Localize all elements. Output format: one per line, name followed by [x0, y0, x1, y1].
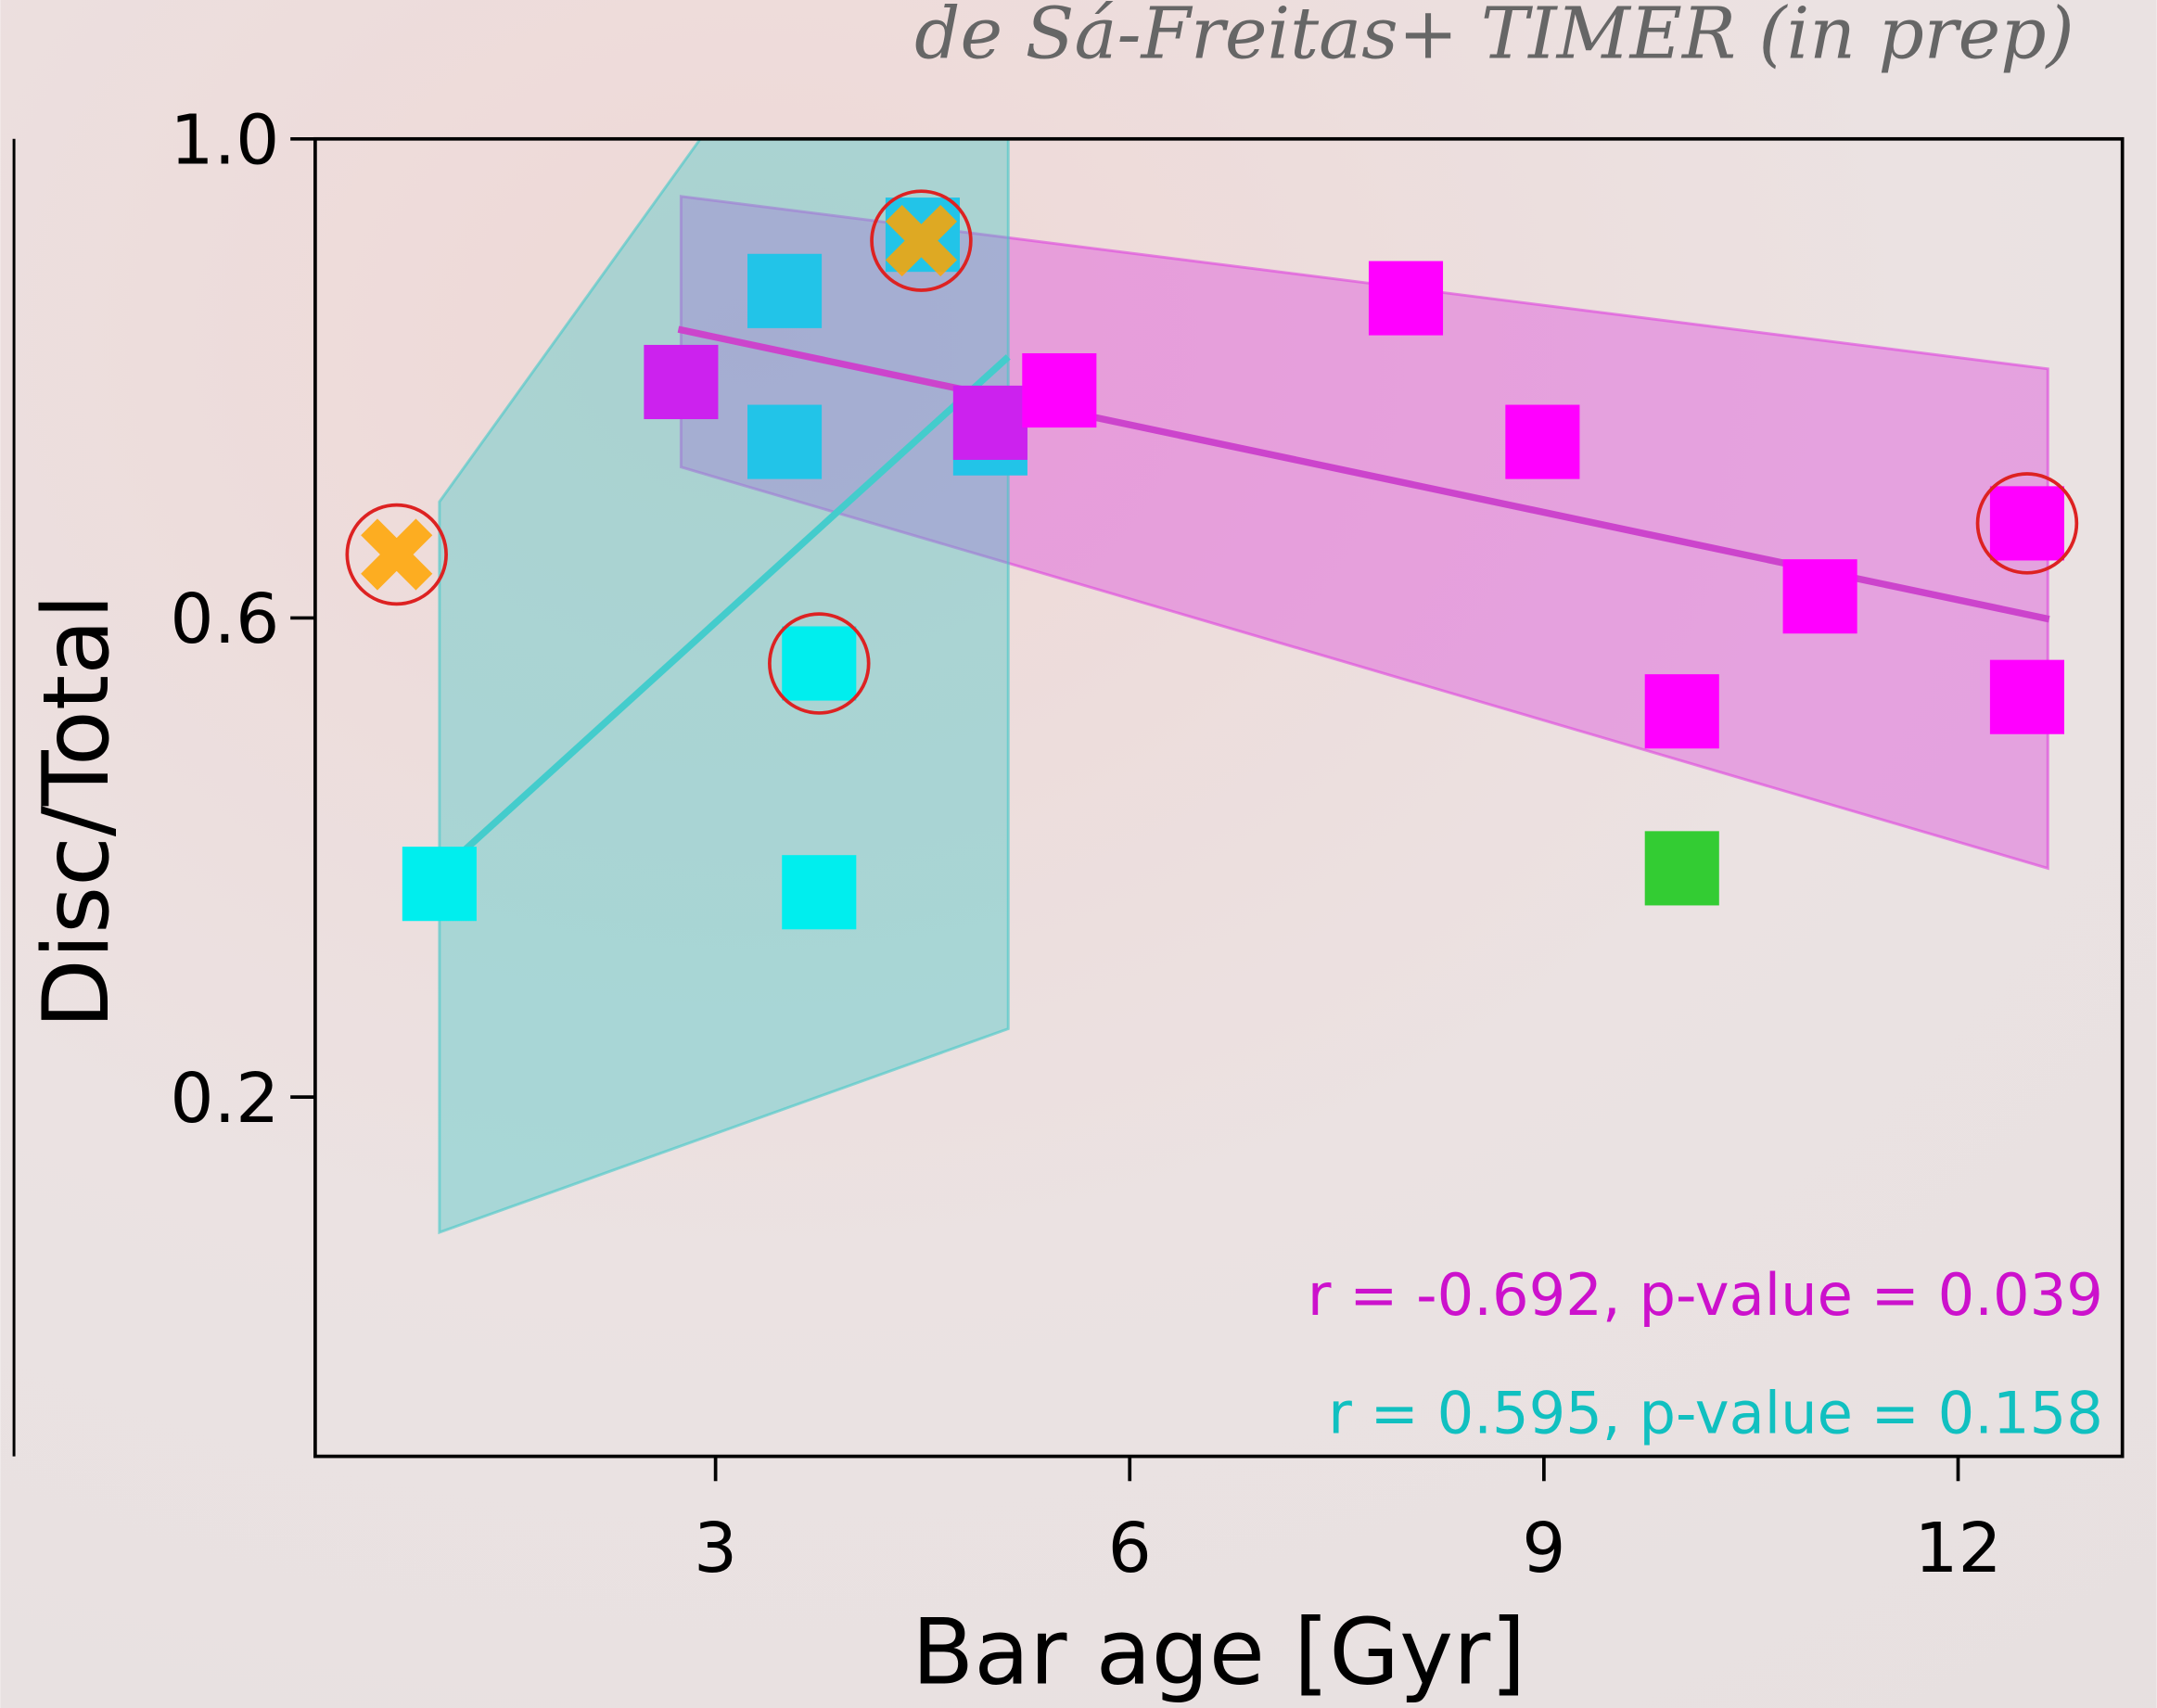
fit-line [435, 354, 1011, 877]
square-point [1505, 404, 1580, 479]
square-point [782, 855, 857, 930]
confidence-band [438, 138, 1010, 1235]
y-axis-label: Disc/Total [24, 594, 130, 1029]
square-point [747, 404, 823, 479]
correlation-annotation: r = -0.692, p-value = 0.039 [1308, 1261, 2103, 1329]
highlight-ring [768, 612, 871, 715]
correlation-annotation: r = 0.595, p-value = 0.158 [1328, 1379, 2103, 1447]
credit-title: de Sá-Freitas+ TIMER (in prep) [914, 0, 2074, 75]
square-point [1022, 352, 1097, 428]
x-tick-label: 6 [1108, 1509, 1152, 1588]
y-tick-label: 0.2 [170, 1059, 279, 1139]
axes: 3 6 9 12 0.2 0.6 1.0 r = -0.692, p-value = 0.03… [170, 100, 2103, 1588]
highlight-ring [1975, 472, 2079, 575]
y-tick-label: 0.6 [170, 580, 279, 659]
square-point [1368, 261, 1444, 336]
square-point [1989, 659, 2064, 734]
plot-frame [313, 136, 2125, 1459]
highlight-ring [345, 503, 448, 606]
x-tick-label: 12 [1914, 1509, 2001, 1588]
square-point [402, 847, 477, 922]
cross-point [885, 205, 958, 277]
x-axis-label: Bar age [Gyr] [912, 1600, 1525, 1705]
plot-area [345, 138, 2079, 1235]
x-tick-label: 9 [1522, 1509, 1565, 1588]
square-point [747, 253, 823, 328]
square-point [952, 385, 1027, 460]
square-point [1644, 674, 1719, 749]
square-point [644, 344, 719, 420]
square-point [1989, 486, 2064, 561]
square-point [782, 626, 857, 701]
x-tick-label: 3 [694, 1509, 737, 1588]
cross-point [361, 518, 433, 591]
y-tick-label: 1.0 [170, 100, 279, 180]
square-point [1782, 559, 1857, 634]
square-point [1644, 831, 1719, 906]
highlight-ring [870, 189, 973, 292]
